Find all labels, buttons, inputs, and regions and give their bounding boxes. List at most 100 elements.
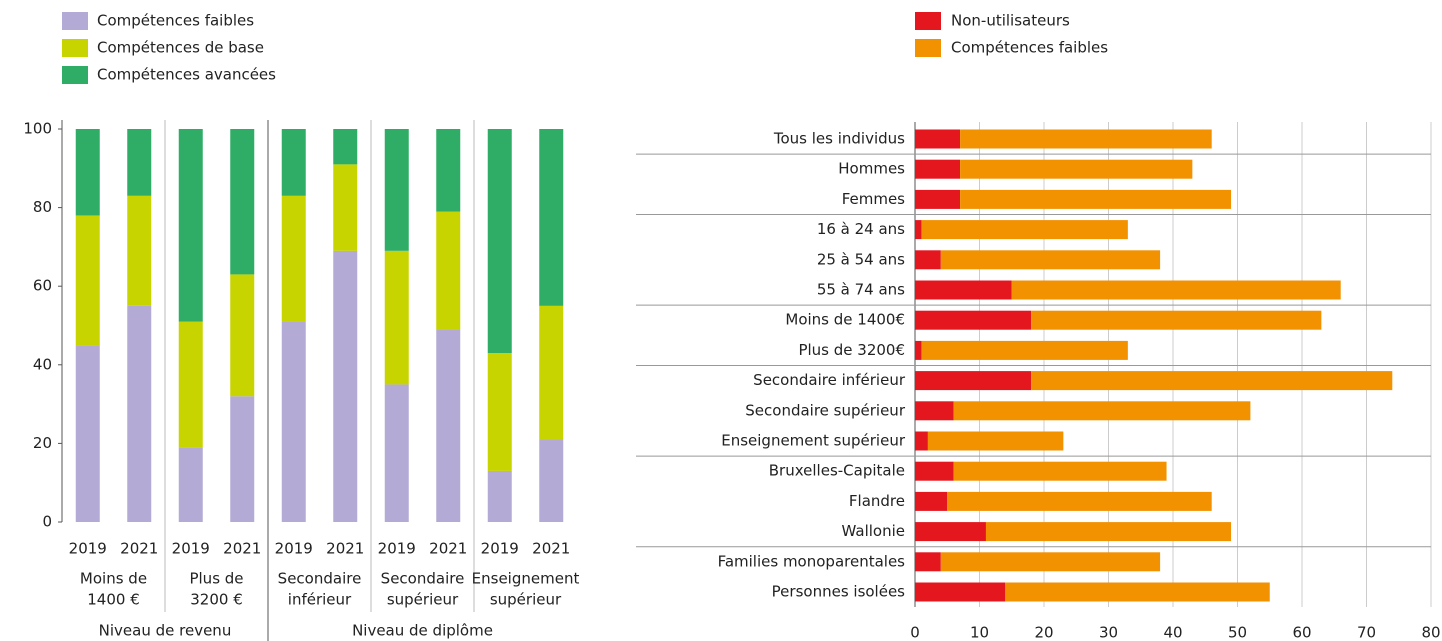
x-tick-label: 2019 <box>481 540 519 558</box>
bar-segment <box>915 340 922 360</box>
bar-segment <box>436 211 461 330</box>
y-tick-label: Wallonie <box>842 522 905 540</box>
y-tick-label: 80 <box>33 198 52 216</box>
x-tick-label: 0 <box>910 624 920 641</box>
bar-segment <box>915 522 986 542</box>
legend-swatch <box>915 39 941 57</box>
bar-segment <box>953 401 1251 421</box>
legend-label: Compétences avancées <box>97 66 276 84</box>
bar-segment <box>953 461 1167 481</box>
y-tick-label: Plus de 3200€ <box>798 341 905 359</box>
x-tick-label: 2021 <box>532 540 570 558</box>
bar-segment <box>487 470 512 522</box>
bar-segment <box>915 371 1032 391</box>
x-tick-label: 60 <box>1292 624 1311 641</box>
bar-segment <box>1011 280 1341 300</box>
y-tick-label: 60 <box>33 277 52 295</box>
bar-segment <box>947 491 1212 511</box>
bar-segment <box>75 345 100 522</box>
bar-segment <box>127 129 152 196</box>
y-tick-label: 100 <box>23 120 52 138</box>
bar-segment <box>539 305 564 440</box>
bar-segment <box>960 159 1193 179</box>
x-tick-label: 50 <box>1228 624 1247 641</box>
supergroup-label: Niveau de revenu <box>99 622 232 640</box>
x-tick-label: 2021 <box>326 540 364 558</box>
x-tick-label: 2021 <box>120 540 158 558</box>
bar-segment <box>230 129 255 275</box>
y-tick-label: Femmes <box>842 190 905 208</box>
bar-segment <box>333 129 358 165</box>
legend-label: Non-utilisateurs <box>951 12 1070 30</box>
bar-segment <box>281 129 306 196</box>
bar-segment <box>915 552 941 572</box>
y-tick-label: Secondaire inférieur <box>753 371 906 389</box>
group-label: Secondaire <box>381 570 465 588</box>
legend-swatch <box>915 12 941 30</box>
bar-segment <box>985 522 1232 542</box>
bar-segment <box>230 274 255 397</box>
x-tick-label: 2019 <box>69 540 107 558</box>
bar-segment <box>921 220 1128 240</box>
y-tick-label: 16 à 24 ans <box>817 220 905 238</box>
bar-segment <box>539 129 564 306</box>
bar-segment <box>915 461 954 481</box>
legend-label: Compétences faibles <box>951 39 1108 57</box>
y-tick-label: Secondaire supérieur <box>745 401 906 419</box>
y-tick-label: 25 à 54 ans <box>817 250 905 268</box>
bar-segment <box>384 129 409 251</box>
group-label: supérieur <box>490 591 562 609</box>
group-label: Moins de <box>80 570 147 588</box>
y-tick-label: Bruxelles-Capitale <box>769 462 905 480</box>
bar-segment <box>281 195 306 322</box>
bar-segment <box>178 129 203 322</box>
supergroup-label: Niveau de diplôme <box>352 622 493 640</box>
bar-segment <box>915 189 961 209</box>
bar-segment <box>915 310 1032 330</box>
y-tick-label: Enseignement supérieur <box>721 432 906 450</box>
bar-segment <box>436 129 461 212</box>
bar-segment <box>281 321 306 522</box>
group-label: Secondaire <box>278 570 362 588</box>
bar-segment <box>230 396 255 522</box>
y-tick-label: Hommes <box>838 160 905 178</box>
legend-label: Compétences de base <box>97 39 264 57</box>
bar-segment <box>1005 582 1270 602</box>
bar-segment <box>921 340 1128 360</box>
group-label: Enseignement <box>472 570 580 588</box>
bar-segment <box>127 305 152 522</box>
group-label: Plus de <box>189 570 243 588</box>
bar-segment <box>915 250 941 270</box>
legend-swatch <box>62 12 88 30</box>
group-label: supérieur <box>387 591 459 609</box>
bar-segment <box>384 250 409 385</box>
legend-label: Compétences faibles <box>97 12 254 30</box>
x-tick-label: 2019 <box>378 540 416 558</box>
x-tick-label: 70 <box>1357 624 1376 641</box>
bar-segment <box>384 384 409 522</box>
y-tick-label: 20 <box>33 434 52 452</box>
y-tick-label: 40 <box>33 355 52 373</box>
bar-segment <box>333 164 358 251</box>
bar-segment <box>960 129 1212 149</box>
bar-segment <box>915 491 948 511</box>
x-tick-label: 80 <box>1421 624 1440 641</box>
bar-segment <box>915 431 928 451</box>
bar-segment <box>915 401 954 421</box>
bar-segment <box>960 189 1232 209</box>
bar-segment <box>487 129 512 354</box>
bar-segment <box>915 159 961 179</box>
legend-swatch <box>62 39 88 57</box>
y-tick-label: 55 à 74 ans <box>817 281 905 299</box>
y-tick-label: Tous les individus <box>773 130 905 148</box>
bar-segment <box>75 215 100 346</box>
bar-segment <box>333 250 358 522</box>
bar-segment <box>178 447 203 522</box>
bar-segment <box>927 431 1064 451</box>
x-tick-label: 40 <box>1163 624 1182 641</box>
bar-segment <box>178 321 203 448</box>
x-tick-label: 20 <box>1034 624 1053 641</box>
bar-segment <box>940 250 1161 270</box>
bar-segment <box>75 129 100 216</box>
bar-segment <box>487 353 512 471</box>
